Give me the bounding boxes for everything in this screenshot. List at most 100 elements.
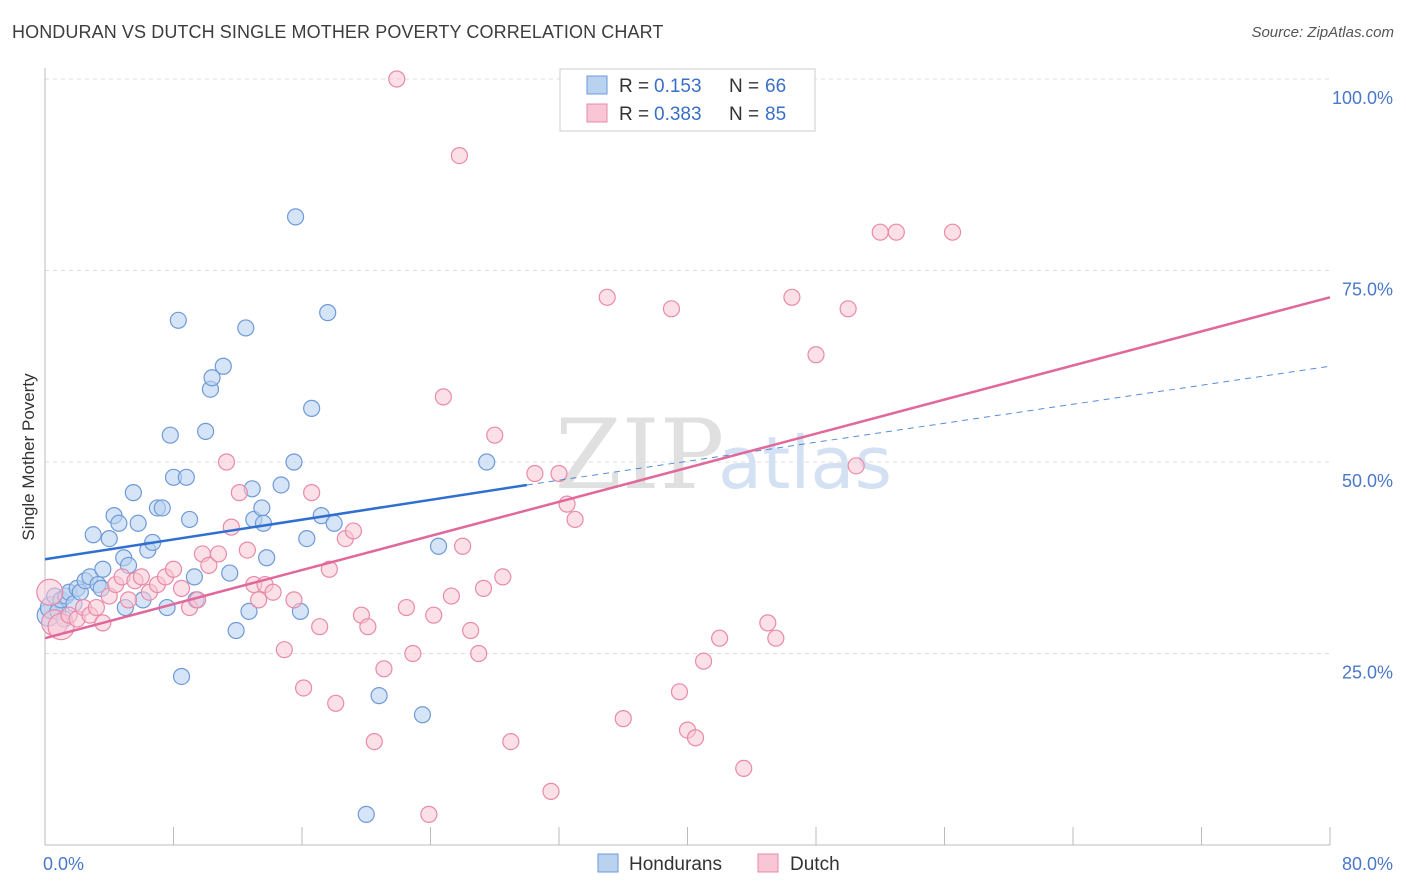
honduran-point-30 xyxy=(169,311,187,329)
dutch-point-55 xyxy=(462,621,480,640)
x-tick-label-0: 0.0% xyxy=(43,854,84,874)
y-tick-label-3: 100.0% xyxy=(1332,88,1393,108)
honduran-point-26 xyxy=(153,499,171,517)
dutch-point-76 xyxy=(759,614,777,632)
dutch-trend-line xyxy=(44,296,1331,640)
honduran-trend-line xyxy=(44,483,528,561)
dutch-point-44 xyxy=(365,732,383,751)
dutch-point-0 xyxy=(36,578,64,606)
legend-n-value-dutch: 85 xyxy=(765,104,786,125)
dutch-point-56 xyxy=(470,644,488,663)
honduran-point-53 xyxy=(298,529,316,548)
gridlines xyxy=(45,78,1330,654)
dutch-point-25 xyxy=(217,453,236,471)
dutch-point-69 xyxy=(662,300,681,318)
watermark: ZIP atlas xyxy=(555,399,892,511)
honduran-point-40 xyxy=(221,564,239,582)
dutch-point-58 xyxy=(486,426,504,444)
dutch-point-51 xyxy=(434,388,452,406)
source-label: Source: ZipAtlas.com xyxy=(1251,24,1394,41)
legend-n-label-dutch: N = xyxy=(729,104,759,125)
honduran-point-62 xyxy=(478,453,496,471)
axes xyxy=(44,68,1331,846)
dutch-point-50 xyxy=(425,606,443,624)
honduran-point-61 xyxy=(429,537,448,555)
dutch-point-36 xyxy=(303,484,321,502)
honduran-point-46 xyxy=(253,499,271,517)
dutch-point-23 xyxy=(200,556,218,575)
dutch-point-73 xyxy=(694,652,713,670)
honduran-point-42 xyxy=(237,319,255,337)
honduran-point-31 xyxy=(172,667,191,686)
honduran-point-49 xyxy=(272,476,290,494)
dutch-point-14 xyxy=(132,568,150,586)
dutch-point-77 xyxy=(767,629,785,647)
bottom-legend-dutch: Dutch xyxy=(790,854,840,875)
dutch-point-72 xyxy=(686,729,705,747)
bottom-legend-hondurans: Hondurans xyxy=(629,854,722,875)
bottom-legend-swatch-hondurans xyxy=(597,853,619,873)
dutch-point-67 xyxy=(598,288,616,306)
honduran-point-38 xyxy=(203,369,221,387)
honduran-point-14 xyxy=(94,560,112,578)
dutch-point-84 xyxy=(943,223,962,241)
legend-r-label-dutch: R = xyxy=(619,104,649,125)
dutch-point-53 xyxy=(450,147,469,165)
y-tick-label-2: 75.0% xyxy=(1342,280,1393,300)
legend-r-label-hondurans: R = xyxy=(619,76,649,97)
legend-n-label-hondurans: N = xyxy=(729,76,759,97)
legend-box: R = 0.153 N = 66 R = 0.383 N = 85 xyxy=(559,68,816,132)
honduran-point-21 xyxy=(129,514,147,532)
dutch-point-70 xyxy=(670,683,689,701)
dutch-point-39 xyxy=(327,694,345,712)
dutch-point-81 xyxy=(847,457,865,475)
dutch-point-26 xyxy=(222,518,240,536)
honduran-point-58 xyxy=(357,805,375,823)
honduran-point-34 xyxy=(185,568,203,586)
dutch-point-27 xyxy=(230,484,248,502)
dutch-point-63 xyxy=(550,464,568,483)
x-tick-labels: 0.0% 80.0% xyxy=(43,854,1393,874)
dutch-point-52 xyxy=(442,587,460,605)
dutch-point-59 xyxy=(494,568,512,586)
dutch-point-74 xyxy=(711,629,729,647)
dutch-point-83 xyxy=(887,223,905,241)
dutch-point-49 xyxy=(420,805,438,823)
legend-r-value-dutch: 0.383 xyxy=(654,104,702,125)
dutch-point-32 xyxy=(264,583,282,601)
y-tick-label-1: 50.0% xyxy=(1342,471,1393,491)
honduran-point-41 xyxy=(227,621,245,640)
honduran-point-57 xyxy=(325,514,343,532)
y-tick-label-0: 25.0% xyxy=(1342,663,1393,683)
bottom-legend-swatch-dutch xyxy=(757,853,779,873)
honduran-point-12 xyxy=(84,526,102,544)
dutch-point-34 xyxy=(285,591,303,609)
honduran-point-50 xyxy=(285,453,303,471)
dutch-point-62 xyxy=(542,782,560,800)
dutch-points xyxy=(36,70,962,823)
honduran-trend-extension xyxy=(526,365,1331,486)
dutch-point-79 xyxy=(807,346,825,364)
dutch-point-24 xyxy=(209,545,228,563)
dutch-point-46 xyxy=(388,70,406,88)
watermark-zip: ZIP xyxy=(555,399,724,511)
honduran-point-15 xyxy=(100,529,118,548)
dutch-point-18 xyxy=(164,560,183,578)
honduran-point-17 xyxy=(110,514,128,532)
dutch-point-65 xyxy=(566,510,584,529)
dutch-point-35 xyxy=(295,679,313,697)
legend-n-value-hondurans: 66 xyxy=(765,76,786,97)
honduran-point-59 xyxy=(370,687,388,705)
dutch-point-45 xyxy=(375,660,393,678)
honduran-point-56 xyxy=(319,304,337,322)
dutch-point-60 xyxy=(502,732,520,751)
honduran-point-43 xyxy=(240,602,258,620)
honduran-point-39 xyxy=(214,357,232,375)
dutch-point-47 xyxy=(397,598,416,617)
honduran-point-20 xyxy=(124,484,142,502)
x-tick-label-1: 80.0% xyxy=(1342,854,1393,874)
dutch-point-43 xyxy=(359,618,377,636)
hondurans-points xyxy=(36,208,496,823)
dutch-point-38 xyxy=(320,560,338,578)
